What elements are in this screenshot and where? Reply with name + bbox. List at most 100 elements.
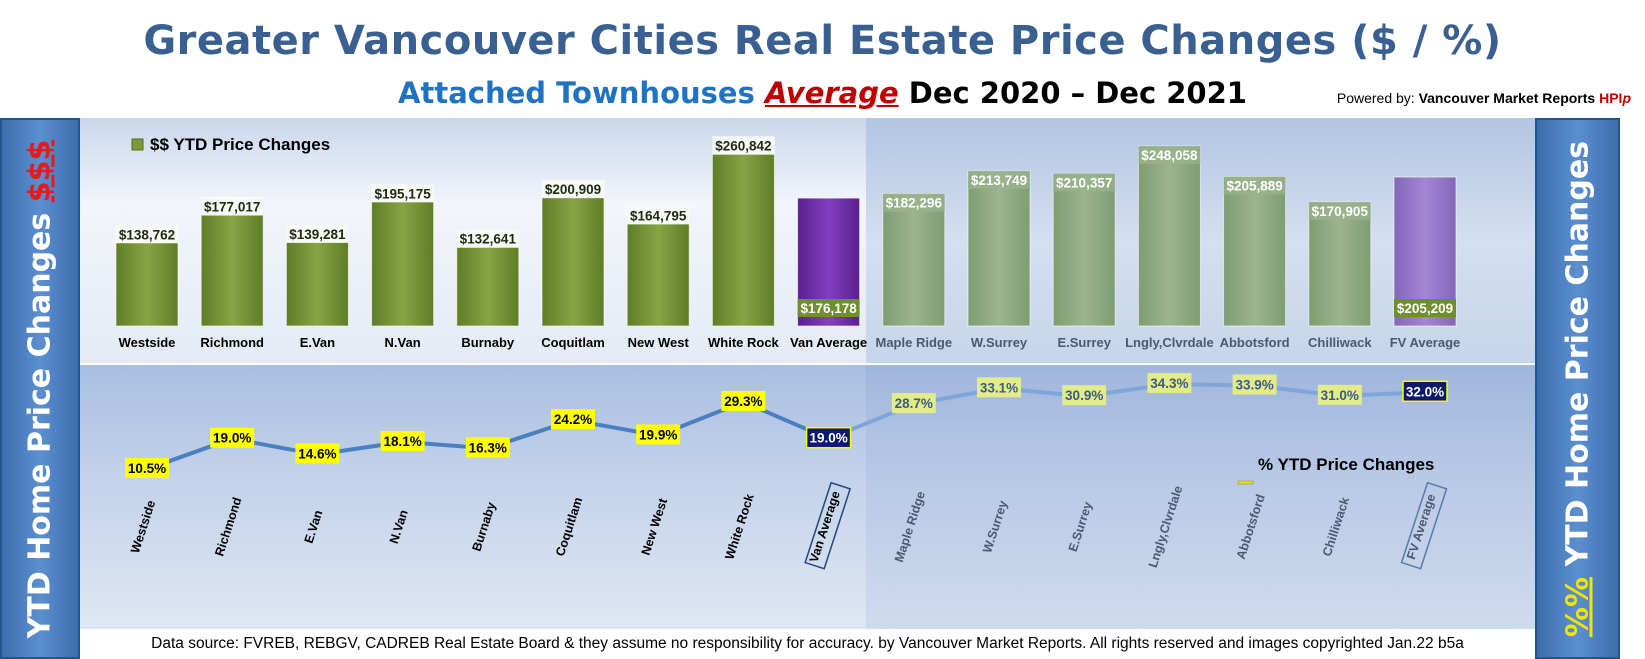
- line-value-label-0: 10.5%: [128, 461, 166, 476]
- bar-category-label-8: Van Average: [790, 335, 867, 350]
- line-legend-marker: [1237, 480, 1254, 485]
- line-category-frame-15: [1400, 481, 1448, 570]
- bar-value-box-13: [1223, 176, 1286, 195]
- left-sidebar-banner: YTD Home Price Changes $$$: [0, 118, 80, 659]
- chart-area: $$ YTD Price Changes % YTD Price Changes…: [80, 118, 1535, 629]
- bar-12: [1137, 145, 1201, 327]
- bar-value-label-1: $177,017: [204, 199, 260, 214]
- line-value-box-12: [1147, 373, 1192, 394]
- bar-value-box-7: [712, 136, 775, 155]
- line-value-label-12: 34.3%: [1150, 376, 1188, 391]
- bar-7: [711, 136, 775, 327]
- line-legend-label: % YTD Price Changes: [1258, 455, 1434, 474]
- chart-svg: $$ YTD Price Changes % YTD Price Changes…: [80, 118, 1535, 629]
- powered-label: Powered by:: [1336, 90, 1415, 106]
- bar-value-box-12: [1138, 145, 1201, 164]
- bar-value-label-9: $182,296: [886, 196, 943, 211]
- bar-category-label-2: E.Van: [300, 335, 335, 350]
- line-value-box-5: [551, 409, 595, 430]
- bar-category-label-7: White Rock: [708, 335, 780, 350]
- line-value-label-5: 24.2%: [554, 412, 592, 427]
- bar-category-label-5: Coquitlam: [541, 335, 605, 350]
- bar-value-label-7: $260,842: [715, 139, 771, 154]
- bar-category-label-4: Burnaby: [461, 335, 515, 350]
- line-value-box-9: [891, 393, 936, 414]
- bar-value-label-6: $164,795: [630, 208, 687, 223]
- line-value-label-15: 32.0%: [1406, 384, 1444, 399]
- bar-11: [1052, 172, 1116, 327]
- line-value-label-3: 18.1%: [383, 434, 421, 449]
- line-value-box-1: [210, 427, 255, 448]
- bar-category-label-1: Richmond: [200, 335, 264, 350]
- line-value-box-11: [1062, 385, 1107, 406]
- bar-value-label-4: $132,641: [460, 232, 517, 247]
- bar-value-box-6: [627, 206, 690, 225]
- bar-category-label-6: New West: [628, 335, 690, 350]
- bar-value-label-11: $210,357: [1056, 175, 1112, 190]
- powered-brand: Vancouver Market Reports: [1418, 90, 1596, 106]
- bar-value-box-9: [882, 193, 945, 212]
- hpi-p: p: [1622, 90, 1631, 106]
- left-sidebar-symbol: $$$: [22, 139, 58, 202]
- bar-14: [1308, 201, 1372, 327]
- bar-category-label-13: Abbotsford: [1220, 335, 1290, 350]
- bar-category-label-10: W.Surrey: [971, 335, 1028, 350]
- line-category-frame-8: [804, 481, 852, 570]
- bar-value-box-3: [371, 184, 434, 203]
- bar-value-box-4: [456, 229, 519, 248]
- left-sidebar-text: YTD Home Price Changes: [22, 212, 58, 638]
- subtitle-average: Average: [764, 76, 899, 110]
- bar-9: [882, 193, 946, 327]
- chart-title: Greater Vancouver Cities Real Estate Pri…: [143, 18, 1502, 64]
- line-value-box-13: [1232, 374, 1277, 395]
- bar-legend-marker: [131, 138, 144, 151]
- subtitle-date-range: Dec 2020 – Dec 2021: [908, 76, 1247, 110]
- right-sidebar-text: YTD Home Price Changes: [1560, 140, 1595, 567]
- line-value-label-1: 19.0%: [213, 431, 251, 446]
- data-source-footer: Data source: FVREB, REBGV, CADREB Real E…: [80, 629, 1535, 659]
- chart-subtitle: Attached Townhouses Average Dec 2020 – D…: [0, 76, 1645, 110]
- line-value-box-4: [465, 437, 510, 458]
- powered-by: Powered by: Vancouver Market Reports HPI…: [1337, 90, 1631, 106]
- bar-value-box-14: [1308, 201, 1371, 220]
- line-value-label-11: 30.9%: [1065, 388, 1103, 403]
- bar-category-label-0: Westside: [119, 335, 176, 350]
- bar-value-box-15: [1394, 299, 1456, 317]
- line-value-box-3: [380, 430, 425, 451]
- bar-5: [541, 179, 605, 327]
- bar-legend-label: $$ YTD Price Changes: [150, 135, 330, 154]
- line-value-label-9: 28.7%: [895, 396, 933, 411]
- powered-hpi: HPIp: [1599, 90, 1631, 106]
- line-value-box-14: [1317, 384, 1362, 405]
- bar-category-label-14: Chilliwack: [1308, 335, 1372, 350]
- right-sidebar-label: %% YTD Home Price Changes: [1560, 140, 1595, 636]
- bar-value-label-3: $195,175: [374, 186, 431, 201]
- line-value-label-4: 16.3%: [469, 440, 507, 455]
- bar-value-box-0: [116, 225, 178, 244]
- line-value-label-8: 19.0%: [809, 431, 847, 446]
- bar-category-label-11: E.Surrey: [1057, 335, 1111, 350]
- bar-13: [1223, 176, 1287, 327]
- left-sidebar-label: YTD Home Price Changes $$$: [23, 139, 58, 638]
- bar-3: [371, 183, 435, 327]
- bar-category-label-3: N.Van: [385, 335, 421, 350]
- line-value-box-8: [805, 426, 852, 449]
- line-value-box-15: [1402, 380, 1448, 403]
- line-value-label-7: 29.3%: [724, 394, 762, 409]
- bar-10: [967, 170, 1031, 327]
- bars-layer: $138,762 Westside $177,017 Richmond $139,281…: [115, 136, 1461, 350]
- bar-value-box-5: [542, 180, 604, 199]
- line-value-label-2: 14.6%: [298, 446, 336, 461]
- bar-value-label-8: $176,178: [800, 301, 857, 316]
- bar-value-label-15: $205,209: [1397, 301, 1453, 316]
- bar-category-label-9: Maple Ridge: [876, 335, 953, 350]
- bar-category-label-15: FV Average: [1390, 335, 1461, 350]
- bar-value-label-10: $213,749: [971, 173, 1027, 188]
- bar-value-box-1: [201, 197, 264, 216]
- bar-value-box-10: [968, 170, 1030, 189]
- line-value-label-10: 33.1%: [980, 380, 1018, 395]
- line-value-box-10: [977, 377, 1021, 398]
- bar-value-label-5: $200,909: [545, 182, 601, 197]
- line-value-label-6: 19.9%: [639, 428, 677, 443]
- bar-value-box-2: [286, 224, 349, 243]
